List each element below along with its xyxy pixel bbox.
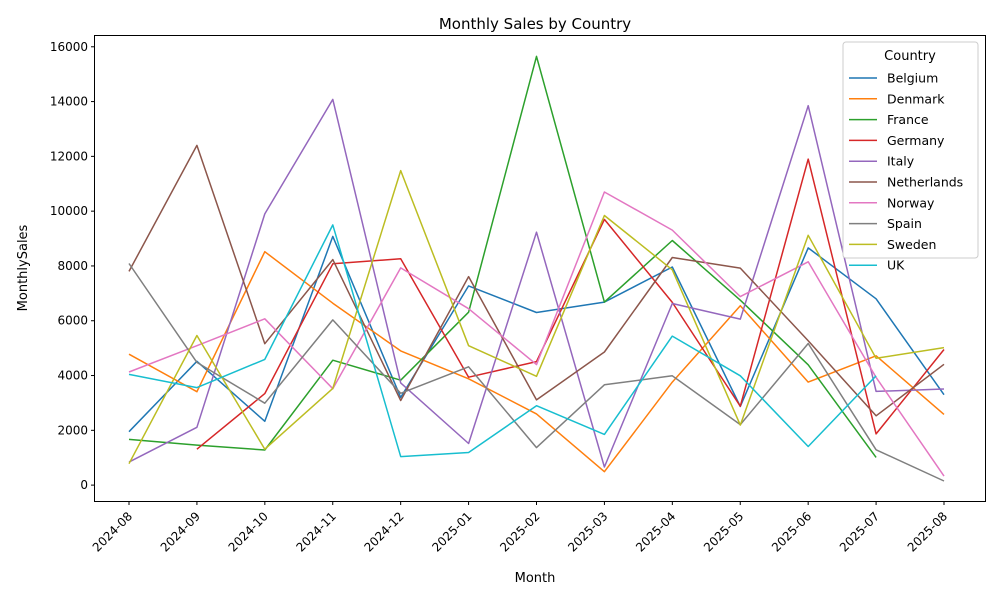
y-tick-label: 4000 — [57, 369, 88, 383]
legend-frame — [842, 41, 979, 259]
series-line-path — [128, 235, 945, 433]
y-tick-label: 14000 — [50, 95, 88, 109]
y-tick-label: 12000 — [50, 149, 88, 163]
series-france-line — [128, 55, 877, 458]
legend-label: Germany — [887, 133, 945, 148]
y-tick-label: 0 — [80, 478, 88, 492]
legend-label: Norway — [887, 195, 935, 210]
series-line-path — [128, 55, 877, 458]
series-norway-line — [128, 191, 945, 477]
y-tick-label: 16000 — [50, 40, 88, 54]
series-line-path — [128, 250, 945, 473]
legend-label: Spain — [887, 216, 922, 231]
legend-label: France — [887, 112, 929, 127]
series-line-path — [128, 263, 945, 482]
legend-label: Belgium — [887, 71, 938, 86]
y-tick-label: 6000 — [57, 314, 88, 328]
legend: Country Belgium Denmark France Germany Italy… — [842, 41, 979, 273]
series-sweden-line — [128, 169, 945, 465]
series-netherlands-line — [128, 144, 945, 417]
y-tick-label: 10000 — [50, 204, 88, 218]
series-germany-line — [196, 158, 945, 450]
series-belgium-line — [128, 235, 945, 433]
y-tick-label: 2000 — [57, 423, 88, 437]
series-line-path — [196, 158, 945, 450]
legend-items: Belgium Denmark France Germany Italy Netherla… — [849, 71, 963, 273]
series-layer — [128, 55, 945, 482]
series-uk-line — [128, 224, 877, 458]
series-line-path — [128, 224, 877, 458]
y-axis: 0 2000 4000 6000 8000 10000 12000 14000 16000 — [50, 40, 95, 492]
series-line-path — [128, 169, 945, 465]
series-denmark-line — [128, 250, 945, 473]
series-line-path — [128, 98, 945, 468]
series-line-path — [128, 144, 945, 417]
series-italy-line — [128, 98, 945, 468]
legend-label: Italy — [887, 154, 915, 169]
chart-title: Monthly Sales by Country — [439, 15, 631, 33]
legend-label: UK — [887, 258, 905, 273]
legend-label: Denmark — [887, 91, 945, 106]
plot-area — [94, 35, 986, 502]
y-axis-label: MonthlySales — [16, 224, 31, 311]
series-line-path — [128, 191, 945, 477]
legend-title: Country — [884, 49, 936, 64]
y-tick-label: 8000 — [57, 259, 88, 273]
x-axis-label: Month — [515, 571, 556, 586]
legend-label: Netherlands — [887, 175, 963, 190]
legend-label: Sweden — [887, 237, 936, 252]
series-spain-line — [128, 263, 945, 482]
